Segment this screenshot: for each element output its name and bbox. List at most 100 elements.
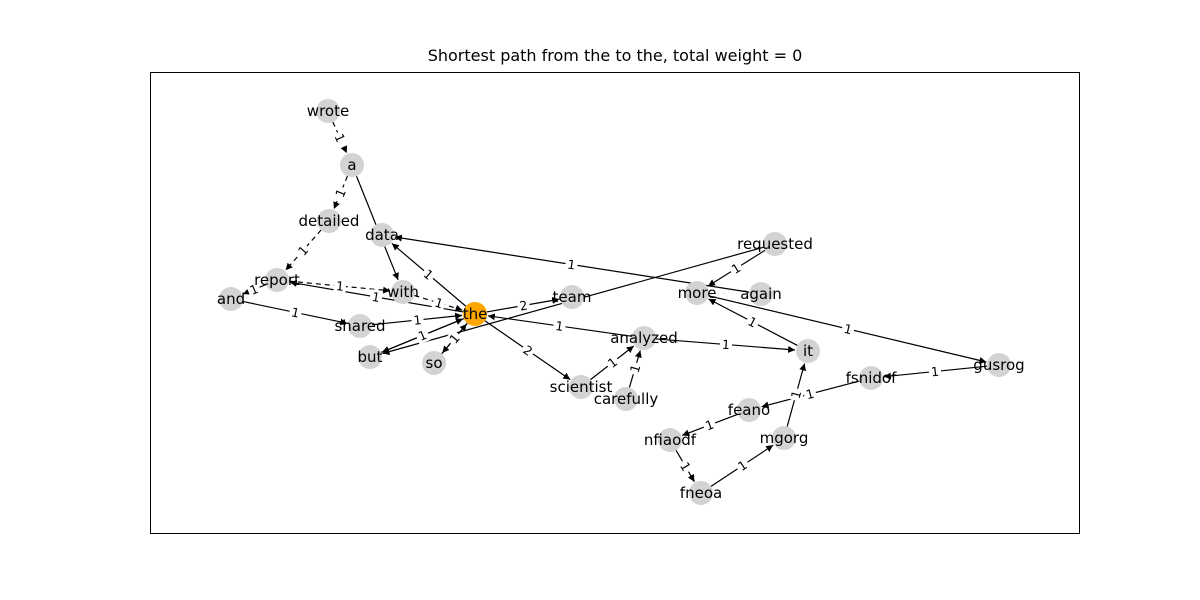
node-data	[370, 223, 394, 247]
edge-weight-label: 1	[371, 289, 381, 305]
node-label-data: data	[365, 226, 399, 244]
node-label-the: the	[463, 305, 488, 323]
node-label-a: a	[347, 156, 356, 174]
edge-weight-label: 1	[804, 386, 815, 403]
node-label-detailed: detailed	[299, 212, 360, 230]
node-feano	[737, 398, 761, 422]
node-nfiaodf	[658, 428, 682, 452]
edge-a-detailed	[333, 175, 348, 210]
edge-label-bg	[603, 353, 622, 372]
edge-weight-label: 1	[788, 389, 805, 401]
edge-label-bg	[410, 312, 425, 328]
node-wrote	[316, 99, 340, 123]
edge-label-bg	[676, 457, 695, 476]
edge-label-bg	[626, 360, 644, 377]
node-label-so: so	[426, 354, 443, 372]
node-it	[796, 339, 820, 363]
edge-label-bg	[288, 304, 303, 321]
node-but	[358, 345, 382, 369]
edge-weight-label: 1	[433, 295, 445, 312]
chart-title: Shortest path from the to the, total wei…	[427, 46, 803, 65]
node-label-but: but	[358, 348, 383, 366]
edge-label-bg	[719, 337, 733, 352]
edge-label-bg	[419, 265, 438, 284]
edge-label-bg	[787, 386, 805, 403]
node-requested	[763, 232, 787, 256]
node-label-it: it	[803, 342, 813, 360]
edge-weight-label: 1	[930, 364, 939, 380]
edge-label-bg	[368, 289, 384, 305]
edge-weight-label: 1	[627, 363, 644, 375]
node-carefully	[614, 387, 638, 411]
node-scientist	[569, 375, 593, 399]
node-and	[219, 287, 243, 311]
edge-label-bg	[564, 256, 579, 273]
node-label-requested: requested	[737, 235, 813, 253]
node-label-wrote: wrote	[307, 102, 349, 120]
edge-label-bg	[743, 313, 762, 331]
node-the	[463, 302, 487, 326]
edge-label-bg	[445, 329, 464, 348]
node-label-again: again	[740, 285, 782, 303]
edge-weight-label: 1	[335, 278, 344, 294]
node-label-carefully: carefully	[594, 390, 659, 408]
plot-frame	[150, 72, 1080, 534]
node-label-gusrog: gusrog	[973, 356, 1024, 374]
node-gusrog	[987, 353, 1011, 377]
edge-weight-label: 1	[413, 312, 422, 328]
node-with	[391, 280, 415, 304]
node-team	[560, 285, 584, 309]
edge-label-bg	[928, 363, 942, 380]
node-a	[340, 153, 364, 177]
edge-label-bg	[331, 129, 349, 147]
edge-weight-label: 1	[721, 337, 730, 353]
edge-weight-label: 2	[518, 297, 528, 313]
node-label-mgorg: mgorg	[760, 429, 809, 447]
node-label-and: and	[217, 290, 245, 308]
edge-weight-label: 1	[566, 256, 576, 272]
edge-labels-layer: 1111111111111121211111111111111	[245, 129, 942, 476]
edge-label-bg	[331, 184, 350, 202]
edge-label-bg	[516, 297, 531, 314]
node-so	[422, 351, 446, 375]
node-report	[265, 268, 289, 292]
edge-report-with	[288, 280, 391, 294]
node-fneoa	[689, 481, 713, 505]
edge-label-bg	[431, 294, 447, 312]
edge-wrote-a	[332, 121, 348, 154]
node-analyzed	[632, 326, 656, 350]
edge-label-bg	[245, 280, 263, 299]
node-label-analyzed: analyzed	[610, 329, 678, 347]
node-label-team: team	[553, 288, 592, 306]
edge-weight-label: 1	[290, 304, 301, 320]
node-label-shared: shared	[334, 317, 385, 335]
node-label-fneoa: fneoa	[680, 484, 722, 502]
node-fsnidof	[859, 366, 883, 390]
node-label-with: with	[387, 283, 419, 301]
edge-label-bg	[519, 341, 537, 360]
edge-label-bg	[333, 278, 347, 294]
edge-weight-label: 1	[842, 321, 853, 337]
edge-label-bg	[701, 416, 718, 434]
edge-label-bg	[802, 385, 818, 403]
node-label-more: more	[678, 284, 717, 302]
node-label-scientist: scientist	[550, 378, 613, 396]
edge-label-bg	[733, 456, 752, 475]
edge-label-bg	[414, 326, 431, 345]
node-mgorg	[772, 426, 796, 450]
node-detailed	[317, 209, 341, 233]
node-label-nfiaodf: nfiaodf	[644, 431, 697, 449]
node-label-feano: feano	[728, 401, 770, 419]
edge-label-bg	[840, 320, 856, 338]
node-label-report: report	[254, 271, 300, 289]
node-shared	[348, 314, 372, 338]
node-more	[685, 281, 709, 305]
node-again	[749, 282, 773, 306]
edge-label-bg	[727, 259, 745, 278]
node-label-fsnidof: fsnidof	[846, 369, 897, 387]
edge-label-bg	[293, 241, 313, 260]
edge-weight-label: 1	[555, 318, 565, 334]
edge-label-bg	[552, 318, 567, 334]
